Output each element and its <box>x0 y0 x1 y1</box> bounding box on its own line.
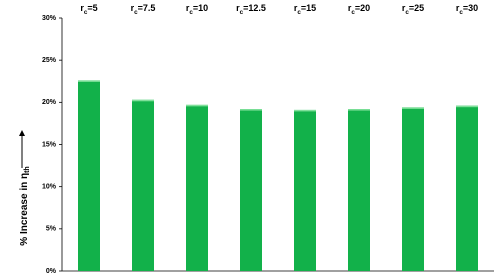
category-label: rc=15 <box>294 3 316 16</box>
bar-highlight <box>348 109 370 111</box>
category-label: rc=30 <box>456 3 478 16</box>
bar-highlight <box>456 105 478 108</box>
bar-highlight <box>402 107 424 109</box>
category-label: rc=7.5 <box>131 3 156 16</box>
y-tick-label: 20% <box>42 99 57 106</box>
y-axis-label: % Increase in ηth <box>19 166 32 245</box>
bar-highlight <box>240 109 262 111</box>
category-label: rc=5 <box>80 3 97 16</box>
bar <box>78 80 100 271</box>
bar <box>348 109 370 271</box>
bar-highlight <box>78 80 100 82</box>
y-tick-label: 10% <box>42 184 57 191</box>
bar <box>132 99 154 271</box>
bar <box>294 109 316 271</box>
y-tick-label: 15% <box>42 141 57 148</box>
bar <box>402 107 424 271</box>
bar <box>456 105 478 271</box>
y-tick-label: 0% <box>46 268 57 275</box>
category-label: rc=10 <box>186 3 208 16</box>
y-tick-label: 5% <box>46 226 57 233</box>
bar-highlight <box>186 104 208 107</box>
category-label: rc=12.5 <box>236 3 266 16</box>
axis-arrow-head <box>19 130 25 136</box>
y-tick-label: 25% <box>42 57 57 64</box>
bar-highlight <box>294 109 316 112</box>
bar <box>240 109 262 271</box>
category-label: rc=20 <box>348 3 370 16</box>
category-label: rc=25 <box>402 3 424 16</box>
bar <box>186 104 208 271</box>
y-tick-label: 30% <box>42 15 57 22</box>
bar-highlight <box>132 99 154 102</box>
